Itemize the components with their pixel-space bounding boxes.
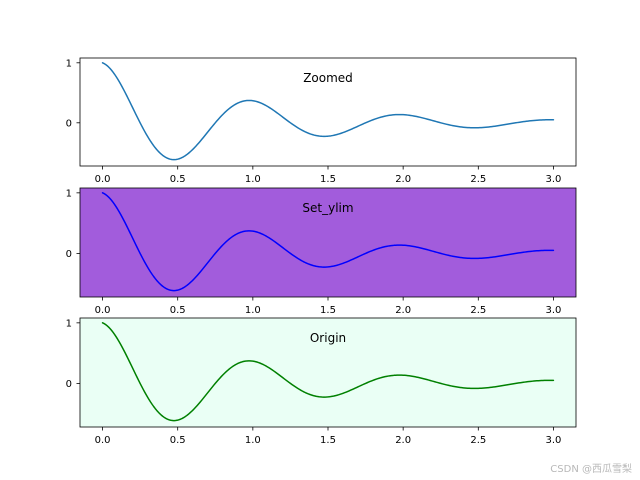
x-tick-label: 0.0 [95, 174, 111, 185]
x-tick-label: 3.0 [546, 305, 562, 316]
x-tick-label: 3.0 [546, 435, 562, 446]
y-tick-label: 1 [66, 188, 72, 199]
subplot-2: 0.0 0.5 1.0 1.5 2.0 2.5 3.0 0 1 Set_ylim [66, 187, 577, 316]
plot-background [80, 188, 576, 297]
x-tick-label: 1.0 [245, 435, 261, 446]
series-line [101, 62, 555, 161]
x-tick-label: 2.5 [470, 435, 486, 446]
x-tick-label: 2.0 [395, 305, 411, 316]
x-tick-label: 1.5 [320, 435, 336, 446]
y-tick-label: 1 [66, 58, 72, 69]
subplot-title: Set_ylim [302, 201, 353, 215]
subplot-title: Origin [310, 331, 346, 345]
x-tick-label: 2.0 [395, 174, 411, 185]
y-tick-label: 1 [66, 318, 72, 329]
y-tick-label: 0 [66, 118, 72, 129]
x-tick-label: 2.0 [395, 435, 411, 446]
y-tick-label: 0 [66, 379, 72, 390]
x-tick-label: 1.5 [320, 174, 336, 185]
x-tick-label: 0.5 [170, 435, 186, 446]
x-tick-label: 1.0 [245, 174, 261, 185]
subplot-3: 0.0 0.5 1.0 1.5 2.0 2.5 3.0 0 1 Origin [66, 317, 577, 446]
x-tick-label: 3.0 [546, 174, 562, 185]
series-line [101, 192, 555, 292]
x-tick-label: 1.5 [320, 305, 336, 316]
watermark-text: CSDN @西瓜雪梨 [550, 464, 632, 475]
plot-background [80, 58, 576, 166]
x-tick-label: 1.0 [245, 305, 261, 316]
subplot-title: Zoomed [303, 71, 353, 85]
subplot-1: 0.0 0.5 1.0 1.5 2.0 2.5 3.0 0 1 Zoomed [66, 57, 577, 185]
x-tick-label: 0.0 [95, 435, 111, 446]
x-tick-label: 0.0 [95, 305, 111, 316]
x-tick-label: 0.5 [170, 305, 186, 316]
x-tick-label: 2.5 [470, 305, 486, 316]
x-tick-label: 0.5 [170, 174, 186, 185]
y-tick-label: 0 [66, 249, 72, 260]
plot-background [80, 318, 576, 427]
series-line [101, 322, 555, 422]
x-tick-label: 2.5 [470, 174, 486, 185]
